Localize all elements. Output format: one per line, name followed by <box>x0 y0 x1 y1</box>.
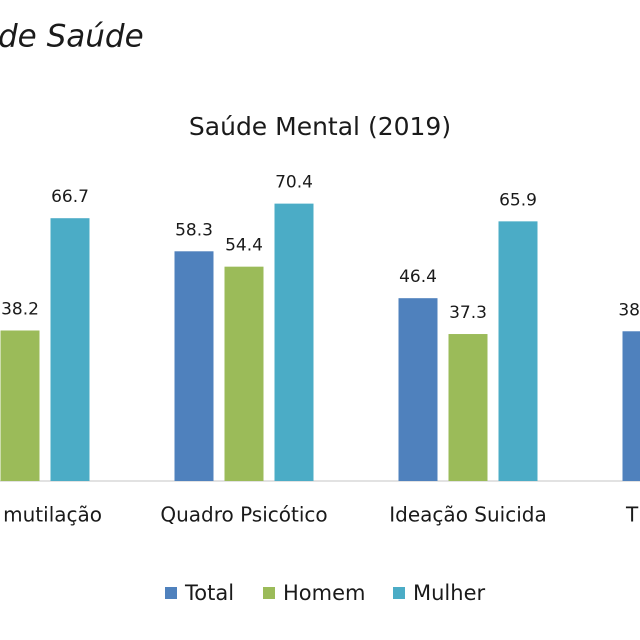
x-tick-label: Quadro Psicótico <box>160 503 327 527</box>
value-label: 58.3 <box>175 220 213 240</box>
legend-swatch <box>165 587 177 599</box>
bar <box>224 266 264 481</box>
legend-swatch <box>393 587 405 599</box>
bar <box>274 203 314 481</box>
value-label: 46.4 <box>399 267 437 287</box>
x-tick-label: T <box>625 503 639 527</box>
chart-title: Saúde Mental (2019) <box>189 112 451 141</box>
bar <box>498 221 538 481</box>
value-label: 37.3 <box>449 303 487 323</box>
bar <box>50 218 90 481</box>
legend-swatch <box>263 587 275 599</box>
bar <box>622 331 640 481</box>
x-tick-label: mutilação <box>3 503 102 527</box>
bar <box>448 334 488 481</box>
legend-label: Homem <box>283 581 365 605</box>
legend-label: Mulher <box>413 581 485 605</box>
value-label: 70.4 <box>275 173 313 193</box>
page-title: de Saúde <box>0 19 144 55</box>
bar <box>0 330 40 481</box>
value-label: 65.9 <box>499 190 537 210</box>
value-label: 66.7 <box>51 187 89 207</box>
legend-label: Total <box>184 581 234 605</box>
bar <box>174 251 214 481</box>
value-label: 38.2 <box>1 299 39 319</box>
bar <box>398 298 438 481</box>
value-label: 54.4 <box>225 236 263 256</box>
x-tick-label: Ideação Suicida <box>389 503 546 527</box>
value-label: 38 <box>618 300 640 320</box>
